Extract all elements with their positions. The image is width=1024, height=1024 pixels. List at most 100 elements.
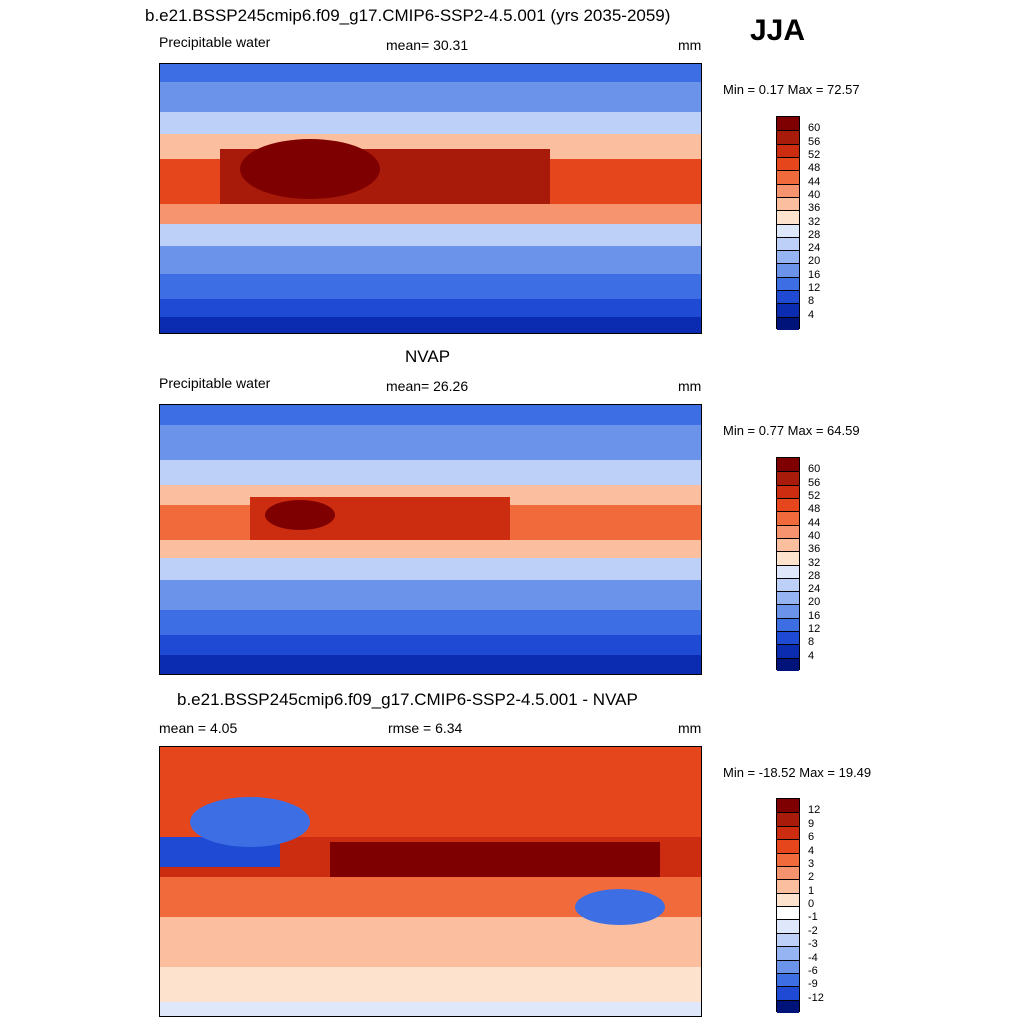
colorbar-tick-label: 40 [808, 188, 821, 201]
colorbar-tick-label: -1 [808, 911, 818, 924]
panel3-colorbar [776, 798, 800, 1013]
colorbar-tick-label: 16 [808, 609, 821, 622]
panel1-map [159, 63, 702, 334]
colorbar-tick-label: 8 [808, 295, 815, 308]
colorbar-tick-label: 44 [808, 175, 821, 188]
colorbar-tick-label: 36 [808, 202, 821, 215]
colorbar-segment [777, 972, 799, 987]
panel1-mean-label: mean= 30.31 [386, 37, 469, 53]
colorbar-tick-label: 16 [808, 268, 821, 281]
colorbar-segment [777, 631, 799, 645]
colorbar-tick-label: 48 [808, 162, 821, 175]
colorbar-tick-label: 12 [808, 623, 821, 636]
colorbar-segment [777, 946, 799, 960]
panel2-title: NVAP [405, 347, 451, 366]
colorbar-segment [777, 892, 799, 906]
colorbar-tick-label: 40 [808, 529, 821, 542]
colorbar-tick-label: 4 [808, 308, 815, 321]
colorbar-segment [777, 604, 799, 618]
colorbar-segment [777, 959, 799, 973]
colorbar-segment [777, 852, 799, 866]
panel3-map-field [160, 747, 701, 1016]
colorbar-tick-label: 4 [808, 649, 815, 662]
colorbar-tick-label: 44 [808, 516, 821, 529]
colorbar-segment [777, 932, 799, 947]
colorbar-segment [777, 564, 799, 578]
colorbar-tick-label: 8 [808, 636, 815, 649]
colorbar-tick-label: 12 [808, 282, 821, 295]
colorbar-tick-label: 9 [808, 817, 815, 830]
panel2-variable-label: Precipitable water [159, 375, 271, 391]
panel3-map [159, 746, 702, 1017]
panel1-units: mm [678, 37, 702, 53]
panel3-rmse-label: rmse = 6.34 [388, 720, 463, 736]
colorbar-segment [777, 511, 799, 525]
panel3-mean-label: mean = 4.05 [159, 720, 238, 736]
colorbar-tick-label: -2 [808, 924, 818, 937]
colorbar-segment [777, 497, 799, 512]
panel1-map-field [160, 64, 701, 333]
colorbar-segment [777, 524, 799, 538]
colorbar-segment [777, 906, 799, 920]
colorbar-tick-label: 6 [808, 831, 815, 844]
colorbar-tick-label: -12 [808, 991, 824, 1004]
colorbar-segment [777, 839, 799, 853]
colorbar-tick-label: 24 [808, 242, 821, 255]
colorbar-segment [777, 812, 799, 826]
panel1-minmax: Min = 0.17 Max = 72.57 [723, 82, 860, 97]
colorbar-segment [777, 986, 799, 1000]
season-label: JJA [750, 14, 806, 47]
colorbar-segment [777, 316, 799, 330]
colorbar-segment [777, 657, 799, 671]
colorbar-tick-label: -9 [808, 978, 818, 991]
colorbar-tick-label: 28 [808, 228, 821, 241]
colorbar-segment [777, 879, 799, 893]
colorbar-segment [777, 250, 799, 264]
panel1-variable-label: Precipitable water [159, 34, 271, 50]
colorbar-tick-label: 28 [808, 569, 821, 582]
colorbar-segment [777, 303, 799, 317]
colorbar-segment [777, 551, 799, 565]
colorbar-segment [777, 210, 799, 224]
colorbar-segment [777, 591, 799, 605]
colorbar-segment [777, 263, 799, 277]
colorbar-segment [777, 537, 799, 552]
colorbar-segment [777, 196, 799, 211]
colorbar-segment [777, 290, 799, 304]
colorbar-tick-label: 52 [808, 489, 821, 502]
colorbar-segment [777, 825, 799, 840]
colorbar-tick-label: 56 [808, 476, 821, 489]
colorbar-tick-label: 32 [808, 556, 821, 569]
colorbar-tick-label: 60 [808, 463, 821, 476]
colorbar-segment [777, 130, 799, 144]
colorbar-tick-label: 12 [808, 804, 821, 817]
panel1-colorbar [776, 116, 800, 330]
colorbar-tick-label: 2 [808, 871, 815, 884]
colorbar-tick-label: -3 [808, 938, 818, 951]
colorbar-segment [777, 799, 799, 813]
colorbar-segment [777, 919, 799, 933]
panel3-minmax: Min = -18.52 Max = 19.49 [723, 765, 872, 780]
colorbar-segment [777, 276, 799, 291]
colorbar-tick-label: 24 [808, 583, 821, 596]
panel1-title: b.e21.BSSP245cmip6.f09_g17.CMIP6-SSP2-4.… [145, 6, 671, 25]
colorbar-segment [777, 223, 799, 237]
colorbar-tick-label: 36 [808, 543, 821, 556]
colorbar-tick-label: 1 [808, 884, 815, 897]
colorbar-tick-label: 20 [808, 255, 821, 268]
panel3-units: mm [678, 720, 702, 736]
colorbar-segment [777, 156, 799, 171]
colorbar-segment [777, 644, 799, 658]
colorbar-segment [777, 865, 799, 880]
panel3-title: b.e21.BSSP245cmip6.f09_g17.CMIP6-SSP2-4.… [177, 690, 638, 709]
colorbar-tick-label: 52 [808, 148, 821, 161]
colorbar-segment [777, 999, 799, 1013]
colorbar-segment [777, 143, 799, 157]
colorbar-segment [777, 617, 799, 632]
colorbar-tick-label: -4 [808, 951, 818, 964]
colorbar-segment [777, 471, 799, 485]
panel2-map-field [160, 405, 701, 674]
colorbar-segment [777, 117, 799, 131]
panel2-mean-label: mean= 26.26 [386, 378, 469, 394]
colorbar-tick-label: 20 [808, 596, 821, 609]
